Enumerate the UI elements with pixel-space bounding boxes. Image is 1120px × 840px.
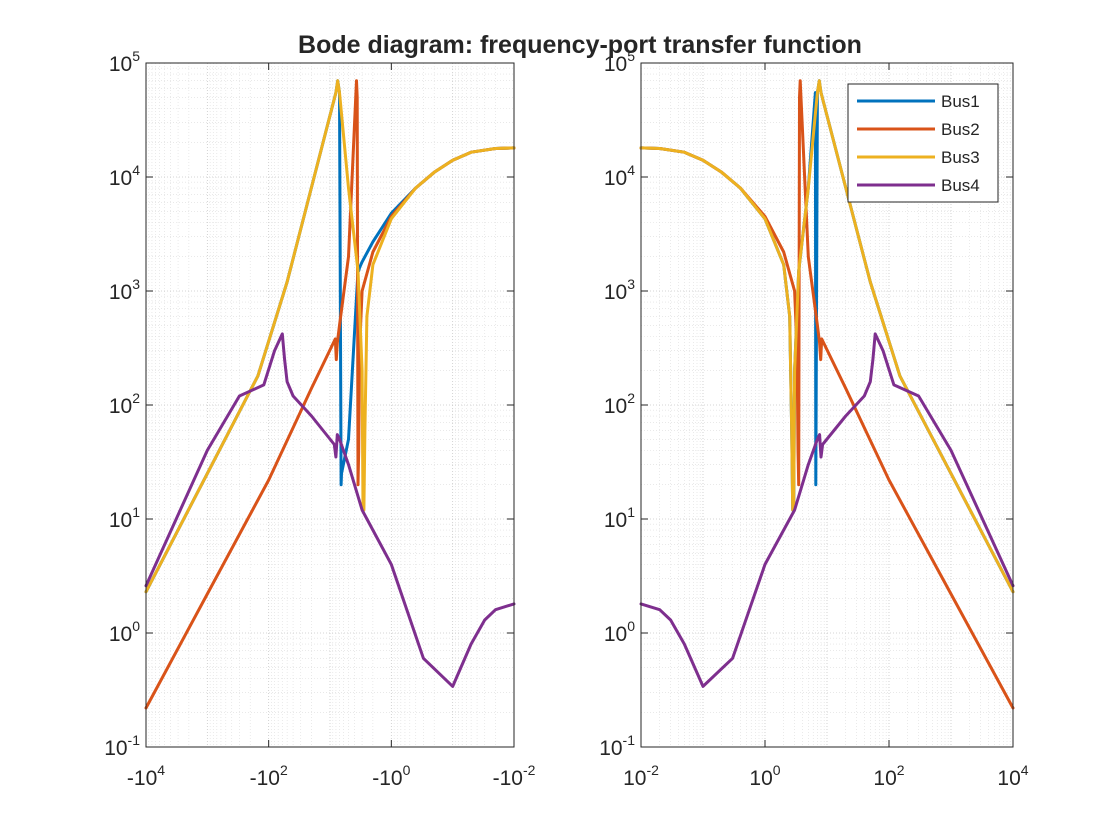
x-tick-labels: -104 -102 -100 -10-2	[127, 63, 536, 790]
y-tick-label: 105	[109, 48, 140, 76]
series-line-bus4	[639, 332, 1015, 688]
y-tick-label: 104	[109, 162, 140, 190]
x-tick-label: -10-2	[493, 762, 536, 790]
series-line-bus4	[144, 332, 516, 688]
y-tick-label: 104	[604, 162, 635, 190]
y-tick-label: 10-1	[104, 732, 140, 760]
y-tick-label: 105	[604, 48, 635, 76]
x-tick-label: -102	[250, 762, 288, 790]
legend-entry-bus1: Bus1	[857, 92, 980, 111]
x-tick-label: 102	[873, 762, 904, 790]
legend-label-bus1: Bus1	[941, 92, 980, 111]
y-tick-label: 102	[109, 390, 140, 418]
y-tick-labels: 10-1 100 101 102 103 104 105	[104, 48, 514, 760]
left-plot-panel: -104 -102 -100 -10-2 10-1 100 101 102 103 104 105	[104, 48, 535, 790]
y-tick-label: 103	[109, 276, 140, 304]
legend-entry-bus3: Bus3	[857, 148, 980, 167]
y-tick-label: 101	[109, 504, 140, 532]
legend-label-bus4: Bus4	[941, 176, 980, 195]
legend-label-bus2: Bus2	[941, 120, 980, 139]
y-tick-label: 102	[604, 390, 635, 418]
y-tick-labels: 10-1 100 101 102 103 104 105	[599, 48, 1013, 760]
y-tick-label: 100	[604, 618, 635, 646]
legend-label-bus3: Bus3	[941, 148, 980, 167]
legend-box	[847, 83, 999, 203]
legend-entry-bus2: Bus2	[857, 120, 980, 139]
legend: Bus1 Bus2 Bus3 Bus4	[847, 83, 999, 203]
y-tick-label: 103	[604, 276, 635, 304]
x-tick-labels: 10-2 100 102 104	[623, 63, 1029, 790]
x-tick-label: 10-2	[623, 762, 659, 790]
series-group	[144, 79, 516, 710]
chart-title: Bode diagram: frequency-port transfer fu…	[298, 31, 862, 59]
x-tick-label: -100	[372, 762, 410, 790]
y-tick-label: 100	[109, 618, 140, 646]
x-tick-label: 104	[997, 762, 1028, 790]
y-tick-label: 10-1	[599, 732, 635, 760]
x-tick-label: 100	[749, 762, 780, 790]
series-group	[639, 79, 1015, 710]
legend-entry-bus4: Bus4	[857, 176, 980, 195]
x-tick-label: -104	[127, 762, 165, 790]
y-tick-label: 101	[604, 504, 635, 532]
